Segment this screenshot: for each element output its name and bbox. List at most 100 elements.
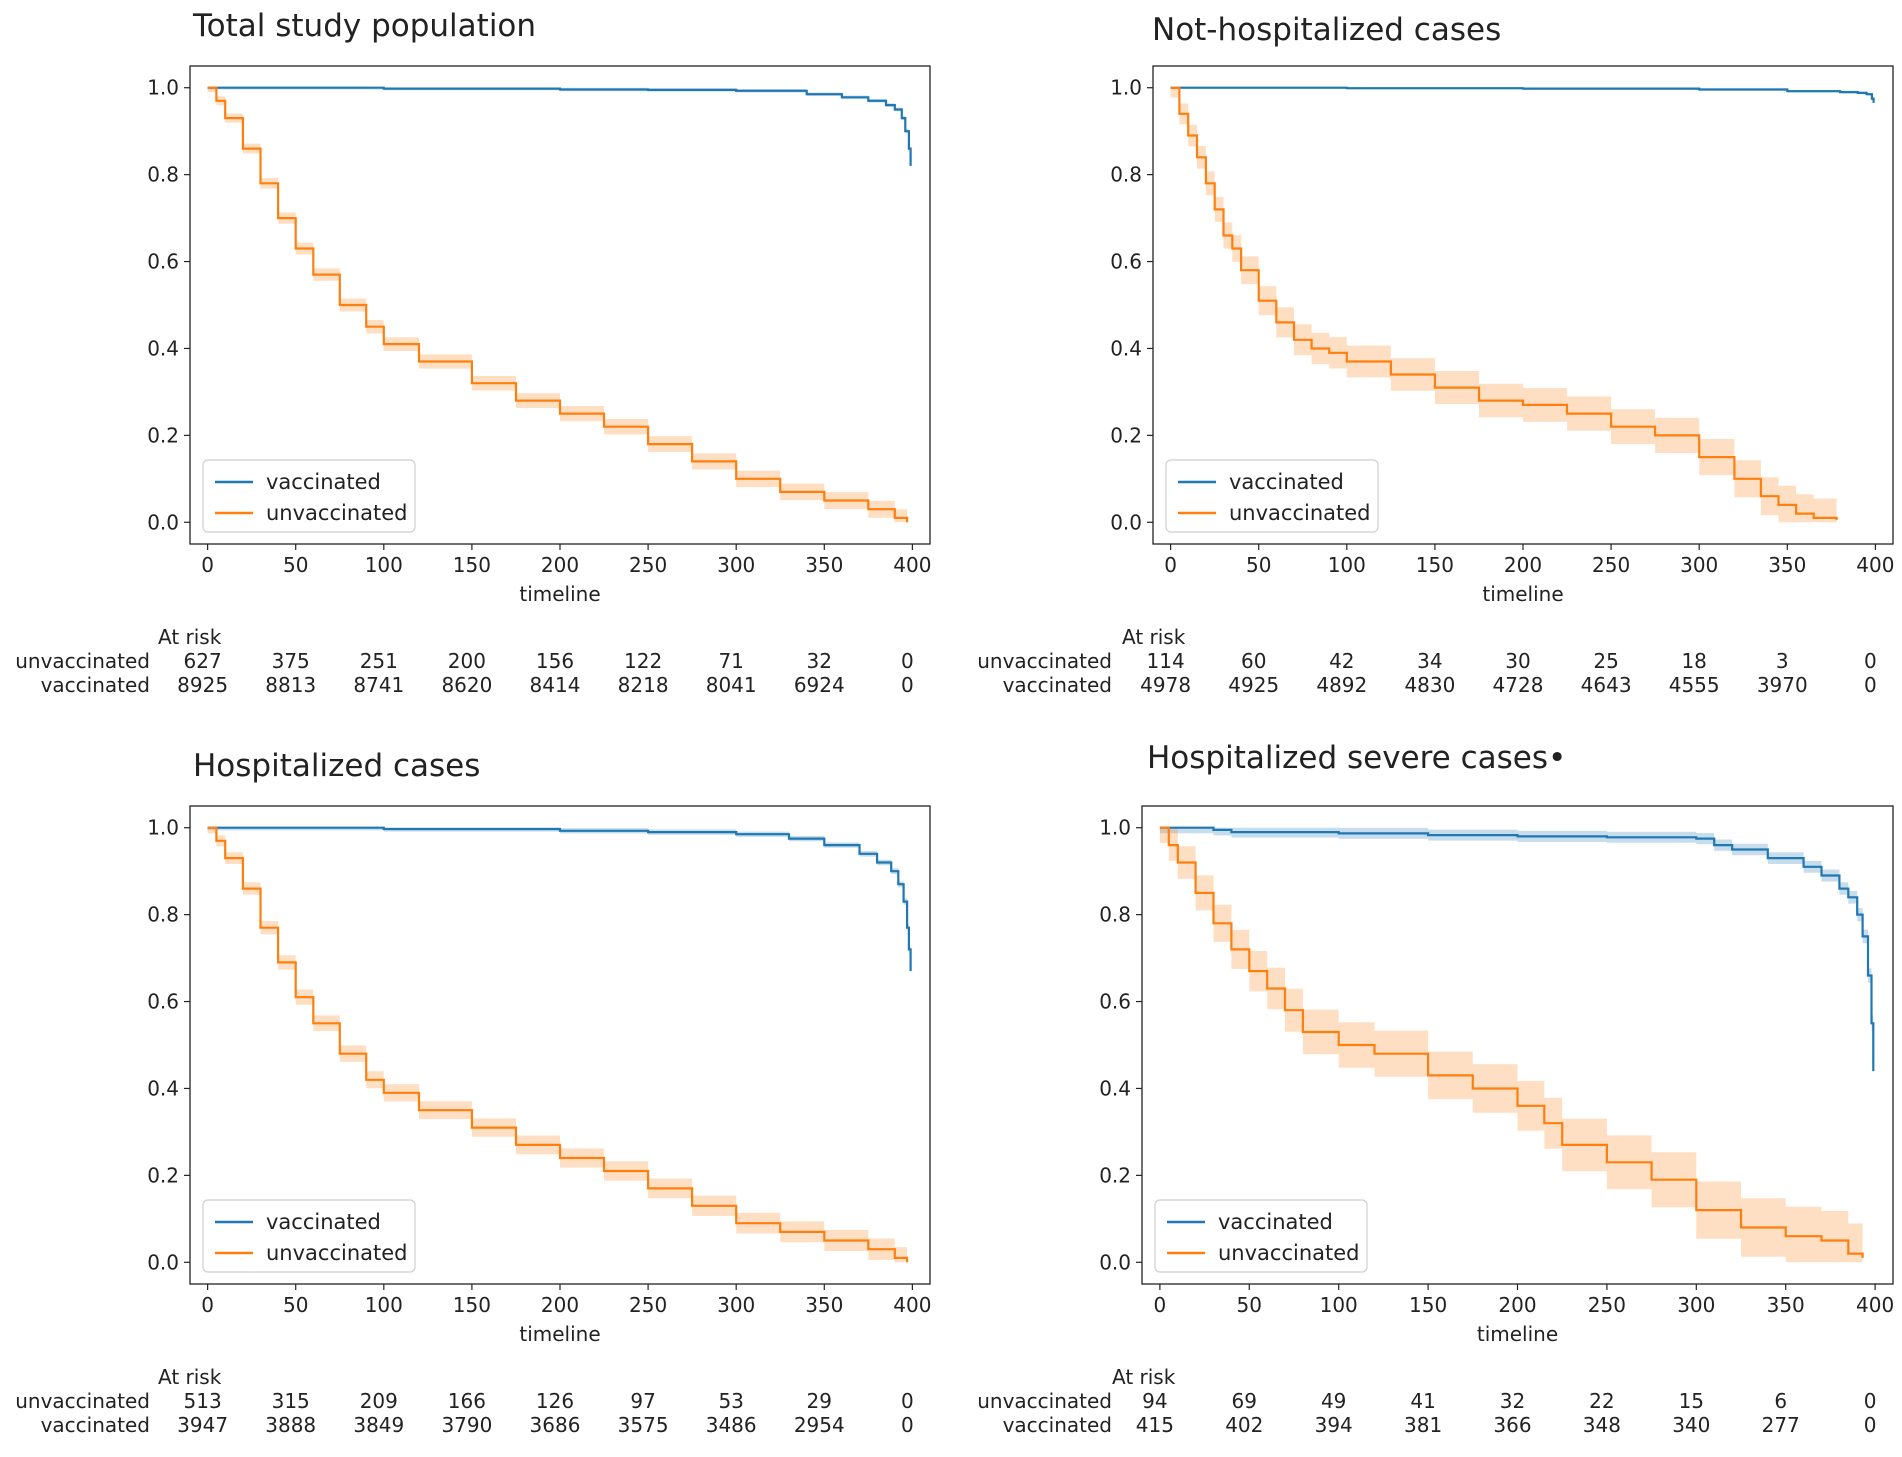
y-tick-label: 0.6 [1110,250,1142,274]
unvaccinated-survival-line [207,86,909,523]
x-tick-label: 50 [1237,1293,1262,1317]
legend-label-unvaccinated: unvaccinated [266,501,408,525]
y-tick-label: 0.2 [1099,1163,1131,1187]
y-tick-label: 1.0 [1110,76,1142,100]
at-risk-value: 251 [360,649,398,673]
x-tick-label: 400 [893,1293,931,1317]
at-risk-value: 394 [1315,1413,1353,1437]
at-risk-value: 97 [630,1389,655,1413]
at-risk-value: 8414 [530,673,581,697]
at-risk-value: 30 [1505,649,1530,673]
x-tick-label: 100 [1320,1293,1358,1317]
at-risk-value: 60 [1241,649,1266,673]
at-risk-value: 0 [901,1389,914,1413]
at-risk-value: 200 [448,649,486,673]
chart-panel-2: Not-hospitalized cases 0.0 0.2 0.4 0.6 0.8 1.0… [977,12,1894,697]
at-risk-value: 49 [1321,1389,1346,1413]
at-risk-value: 42 [1329,649,1354,673]
at-risk-value: 25 [1593,649,1618,673]
x-tick-label: 0 [201,553,214,577]
at-risk-value: 4643 [1581,673,1632,697]
x-tick-label: 50 [1246,553,1271,577]
y-tick-label: 0.4 [147,336,179,360]
plot-frame [189,65,931,545]
x-tick-label: 250 [629,1293,667,1317]
x-axis-label: timeline [519,1322,600,1346]
y-tick-label: 0.4 [1099,1076,1131,1100]
chart-panel-3: Hospitalized cases 0.0 0.2 0.4 0.6 0.8 1.0 0 50 1… [15,748,931,1437]
at-risk-value: 0 [901,673,914,697]
at-risk-value: 4978 [1140,673,1191,697]
at-risk-value: 166 [448,1389,486,1413]
unvaccinated-survival-line [207,826,909,1263]
legend: vaccinated unvaccinated [1154,1199,1368,1273]
x-tick-label: 200 [541,553,579,577]
at-risk-value: 3575 [618,1413,669,1437]
at-risk-value: 375 [272,649,310,673]
y-tick-label: 0.2 [147,423,179,447]
x-tick-label: 300 [717,1293,755,1317]
at-risk-value: 22 [1589,1389,1614,1413]
at-risk-header: At risk [158,625,222,649]
at-risk-row-label: unvaccinated [15,1389,150,1413]
y-tick-label: 0.2 [147,1163,179,1187]
at-risk-row-label: unvaccinated [977,1389,1112,1413]
y-tick-label: 0.0 [1099,1250,1131,1274]
y-tick-label: 0.0 [1110,510,1142,534]
at-risk-value: 156 [536,649,574,673]
y-tick-label: 0.8 [1110,163,1142,187]
at-risk-value: 4555 [1669,673,1720,697]
at-risk-value: 34 [1417,649,1442,673]
at-risk-value: 402 [1225,1413,1263,1437]
at-risk-row-label: vaccinated [41,1413,150,1437]
at-risk-row-label: unvaccinated [977,649,1112,673]
plot-frame [1141,805,1894,1285]
unvaccinated-confidence-band [1159,827,1863,1263]
chart-title: Hospitalized cases [193,748,480,784]
unvaccinated-confidence-band [1170,87,1837,523]
vaccinated-confidence-band [207,87,911,168]
at-risk-value: 366 [1493,1413,1531,1437]
at-risk-value: 277 [1762,1413,1800,1437]
y-tick-label: 0.6 [147,250,179,274]
at-risk-value: 340 [1672,1413,1710,1437]
vaccinated-confidence-band [207,827,911,975]
legend-box [1165,459,1379,533]
at-risk-value: 8741 [353,673,404,697]
unvaccinated-survival-line [1159,826,1864,1258]
chart-panel-4: Hospitalized severe cases• 0.0 0.2 0.4 0.6 0.… [977,740,1894,1437]
x-tick-label: 250 [629,553,667,577]
at-risk-value: 69 [1232,1389,1257,1413]
legend: vaccinated unvaccinated [1165,459,1379,533]
x-tick-label: 150 [453,553,491,577]
x-tick-label: 150 [453,1293,491,1317]
at-risk-header: At risk [158,1365,222,1389]
x-tick-label: 150 [1416,553,1454,577]
vaccinated-survival-line [207,86,912,166]
at-risk-value: 114 [1147,649,1185,673]
chart-title: Not-hospitalized cases [1152,12,1501,48]
legend-label-unvaccinated: unvaccinated [1229,501,1371,525]
y-tick-label: 0.2 [1110,423,1142,447]
x-tick-label: 200 [1504,553,1542,577]
legend-box [202,459,416,533]
y-tick-label: 0.0 [147,1250,179,1274]
y-tick-label: 0.8 [147,903,179,927]
y-tick-label: 1.0 [147,76,179,100]
at-risk-value: 4830 [1404,673,1455,697]
chart-title: Total study population [192,8,536,44]
at-risk-value: 32 [807,649,832,673]
at-risk-value: 122 [624,649,662,673]
at-risk-table: At risk unvaccinated 627 375 251 200 156 122 71 3… [15,625,914,697]
at-risk-value: 3486 [706,1413,757,1437]
y-tick-label: 0.6 [1099,990,1131,1014]
at-risk-value: 6924 [794,673,845,697]
at-risk-value: 41 [1410,1389,1435,1413]
x-tick-label: 0 [1164,553,1177,577]
legend-label-vaccinated: vaccinated [1229,470,1344,494]
x-tick-label: 100 [1328,553,1366,577]
x-tick-label: 350 [1767,1293,1805,1317]
